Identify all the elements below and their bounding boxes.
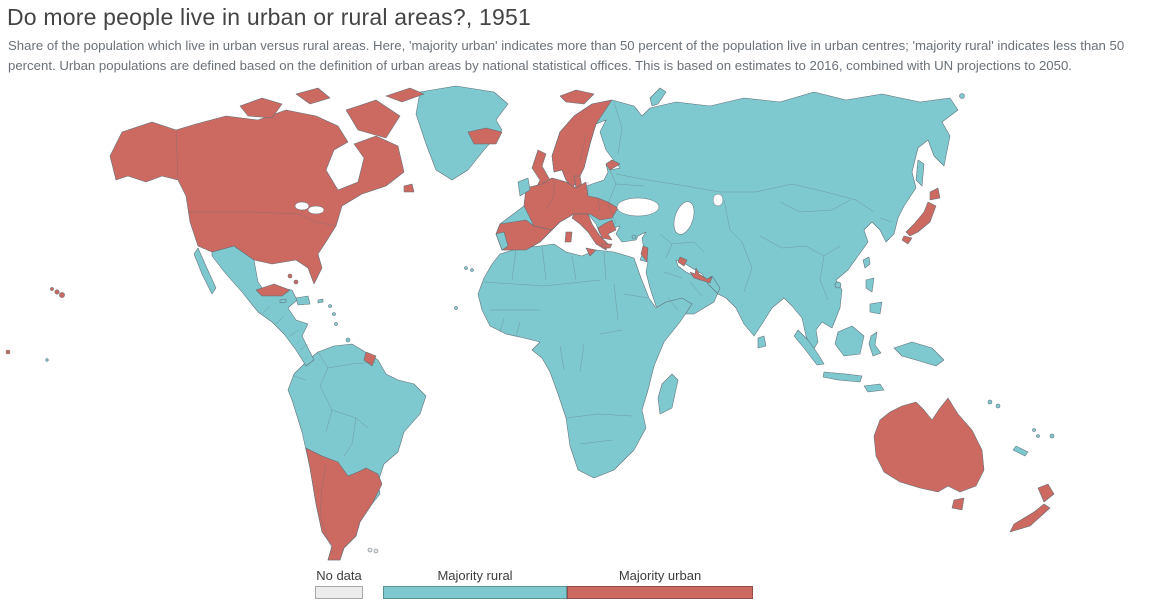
legend-urban-label: Majority urban bbox=[618, 568, 702, 583]
caspian-sea bbox=[673, 201, 695, 235]
region-puerto-rico[interactable] bbox=[317, 298, 324, 304]
region-madagascar[interactable] bbox=[657, 373, 679, 415]
region-lesser-antilles[interactable] bbox=[328, 304, 332, 308]
hawaii-island[interactable] bbox=[50, 287, 54, 291]
region-kuwait[interactable] bbox=[677, 256, 688, 267]
region-north-america[interactable] bbox=[109, 109, 405, 285]
region-arctic-island-victoria[interactable] bbox=[239, 97, 283, 119]
region-southern-cone-argentina-chile-uruguay[interactable] bbox=[305, 447, 383, 561]
legend-no-data-swatch[interactable] bbox=[315, 586, 363, 599]
region-sardinia-corsica[interactable] bbox=[564, 231, 573, 243]
region-portugal[interactable] bbox=[495, 231, 509, 251]
region-africa[interactable] bbox=[477, 243, 693, 479]
region-falkland-islands[interactable] bbox=[367, 547, 373, 553]
region-sakhalin[interactable] bbox=[915, 159, 925, 187]
region-timor-islands[interactable] bbox=[863, 383, 885, 393]
region-novaya-zemlya[interactable] bbox=[649, 87, 667, 107]
region-japan-hokkaido[interactable] bbox=[929, 187, 941, 201]
region-new-zealand-north[interactable] bbox=[1037, 483, 1055, 503]
page-title: Do more people live in urban or rural ar… bbox=[7, 4, 531, 30]
region-ireland[interactable] bbox=[517, 177, 531, 197]
region-borneo[interactable] bbox=[834, 325, 865, 357]
region-arctic-island-ellesmere[interactable] bbox=[385, 87, 425, 103]
region-mexico-central-america[interactable] bbox=[211, 245, 315, 367]
world-map bbox=[5, 85, 1055, 561]
region-canary-islands[interactable] bbox=[470, 268, 474, 272]
region-sumatra[interactable] bbox=[793, 329, 825, 366]
region-arctic-island-baffin[interactable] bbox=[345, 99, 401, 139]
region-hispaniola[interactable] bbox=[295, 295, 311, 306]
region-tasmania[interactable] bbox=[951, 497, 965, 511]
region-philippines-luzon[interactable] bbox=[865, 277, 875, 293]
region-pacific-islet[interactable] bbox=[45, 358, 49, 362]
region-vanuatu[interactable] bbox=[1032, 428, 1036, 432]
aral-sea bbox=[712, 193, 724, 207]
region-crete[interactable] bbox=[601, 243, 613, 249]
black-sea bbox=[616, 197, 660, 217]
region-italy[interactable] bbox=[571, 213, 609, 251]
region-sicily[interactable] bbox=[585, 247, 597, 257]
region-scandinavia-norway-sweden[interactable] bbox=[551, 99, 613, 189]
region-canary-islands[interactable] bbox=[464, 266, 468, 270]
region-wrangel-island[interactable] bbox=[959, 93, 965, 99]
region-japan-kyushu[interactable] bbox=[901, 235, 913, 245]
region-philippines-mindanao[interactable] bbox=[869, 301, 883, 315]
region-eurasia[interactable] bbox=[495, 91, 959, 353]
region-israel[interactable] bbox=[640, 245, 649, 263]
region-greece[interactable] bbox=[597, 219, 617, 241]
region-new-caledonia[interactable] bbox=[1012, 445, 1029, 457]
region-new-zealand-south[interactable] bbox=[1009, 503, 1051, 533]
region-vanuatu[interactable] bbox=[1036, 434, 1040, 438]
region-greenland[interactable] bbox=[415, 85, 509, 181]
region-svalbard[interactable] bbox=[559, 89, 595, 105]
region-lesser-antilles[interactable] bbox=[334, 322, 338, 326]
country-borders bbox=[175, 101, 893, 555]
region-trinidad[interactable] bbox=[345, 337, 351, 343]
region-sulawesi[interactable] bbox=[868, 331, 882, 357]
region-sri-lanka[interactable] bbox=[757, 335, 767, 349]
legend-urban-swatch[interactable] bbox=[567, 586, 753, 599]
region-jamaica[interactable] bbox=[279, 298, 287, 304]
region-baja-california[interactable] bbox=[193, 247, 217, 295]
region-japan-honshu[interactable] bbox=[905, 201, 937, 237]
region-estonia[interactable] bbox=[605, 159, 621, 171]
legend-rural-swatch[interactable] bbox=[383, 586, 567, 599]
hawaii-island[interactable] bbox=[59, 292, 65, 298]
region-lesser-antilles[interactable] bbox=[332, 312, 336, 316]
region-java[interactable] bbox=[822, 371, 863, 383]
region-new-guinea[interactable] bbox=[893, 341, 945, 367]
great-lakes bbox=[307, 205, 325, 215]
region-gulf-states-qatar-uae-bahrain[interactable] bbox=[689, 267, 713, 284]
region-solomon-islands[interactable] bbox=[987, 399, 993, 405]
region-iceland[interactable] bbox=[467, 127, 503, 145]
legend-rural-label: Majority rural bbox=[437, 568, 513, 583]
legend-no-data-label: No data bbox=[316, 568, 362, 583]
region-taiwan[interactable] bbox=[862, 256, 871, 269]
region-hainan[interactable] bbox=[834, 281, 842, 289]
chart-subtitle: Share of the population which live in ur… bbox=[8, 38, 1125, 73]
region-hawaii[interactable] bbox=[50, 287, 65, 298]
hawaii-island[interactable] bbox=[54, 289, 60, 295]
region-cape-verde[interactable] bbox=[454, 306, 458, 310]
region-french-polynesia[interactable] bbox=[5, 349, 11, 355]
region-australia[interactable] bbox=[873, 397, 985, 493]
great-lakes bbox=[294, 201, 310, 211]
region-cyprus[interactable] bbox=[631, 234, 637, 240]
region-newfoundland[interactable] bbox=[403, 183, 415, 193]
region-bahamas[interactable] bbox=[293, 279, 299, 285]
region-cuba[interactable] bbox=[255, 283, 291, 297]
region-fiji[interactable] bbox=[1049, 433, 1055, 439]
region-falkland-islands[interactable] bbox=[373, 548, 379, 554]
region-solomon-islands[interactable] bbox=[995, 403, 1001, 409]
region-arctic-island-melville[interactable] bbox=[295, 87, 331, 105]
region-bahamas[interactable] bbox=[287, 273, 293, 279]
